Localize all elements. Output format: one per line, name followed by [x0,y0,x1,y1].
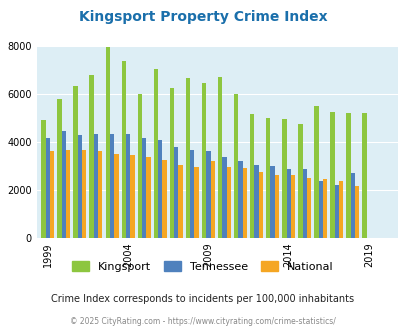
Bar [185,79,190,238]
Bar [50,151,54,238]
Bar [242,168,246,238]
Bar [153,69,158,238]
Bar [77,135,82,238]
Text: Kingsport Property Crime Index: Kingsport Property Crime Index [79,10,326,24]
Bar [62,131,66,238]
Bar [286,169,290,238]
Bar [98,151,102,238]
Bar [274,176,278,238]
Bar [190,150,194,238]
Bar [249,115,254,238]
Bar [362,113,366,238]
Bar [206,151,210,238]
Bar [302,169,306,238]
Bar [254,165,258,238]
Bar [158,140,162,238]
Bar [306,178,311,238]
Bar [82,150,86,238]
Bar [89,75,94,238]
Bar [41,120,45,238]
Text: © 2025 CityRating.com - https://www.cityrating.com/crime-statistics/: © 2025 CityRating.com - https://www.city… [70,317,335,326]
Bar [318,182,322,238]
Bar [350,173,354,238]
Bar [73,86,77,238]
Bar [162,160,166,238]
Bar [226,167,230,238]
Bar [265,118,270,238]
Bar [66,150,70,238]
Bar [233,94,238,238]
Bar [354,186,358,238]
Bar [338,182,343,238]
Bar [178,165,182,238]
Bar [222,157,226,238]
Bar [270,166,274,238]
Bar [281,119,286,238]
Bar [201,83,206,238]
Bar [130,155,134,238]
Bar [110,134,114,238]
Bar [322,179,326,238]
Bar [174,147,178,238]
Bar [142,138,146,238]
Bar [330,112,334,238]
Bar [258,172,262,238]
Bar [194,167,198,238]
Bar [121,60,126,238]
Bar [290,176,294,238]
Bar [334,185,338,238]
Text: Crime Index corresponds to incidents per 100,000 inhabitants: Crime Index corresponds to incidents per… [51,294,354,304]
Bar [45,138,50,238]
Bar [238,161,242,238]
Bar [313,106,318,238]
Bar [137,94,142,238]
Bar [169,88,174,238]
Bar [114,154,118,238]
Legend: Kingsport, Tennessee, National: Kingsport, Tennessee, National [68,256,337,276]
Bar [210,161,214,238]
Bar [94,134,98,238]
Bar [105,48,110,238]
Bar [217,77,222,238]
Bar [298,124,302,238]
Bar [146,157,150,238]
Bar [345,113,350,238]
Bar [126,134,130,238]
Bar [57,99,62,238]
